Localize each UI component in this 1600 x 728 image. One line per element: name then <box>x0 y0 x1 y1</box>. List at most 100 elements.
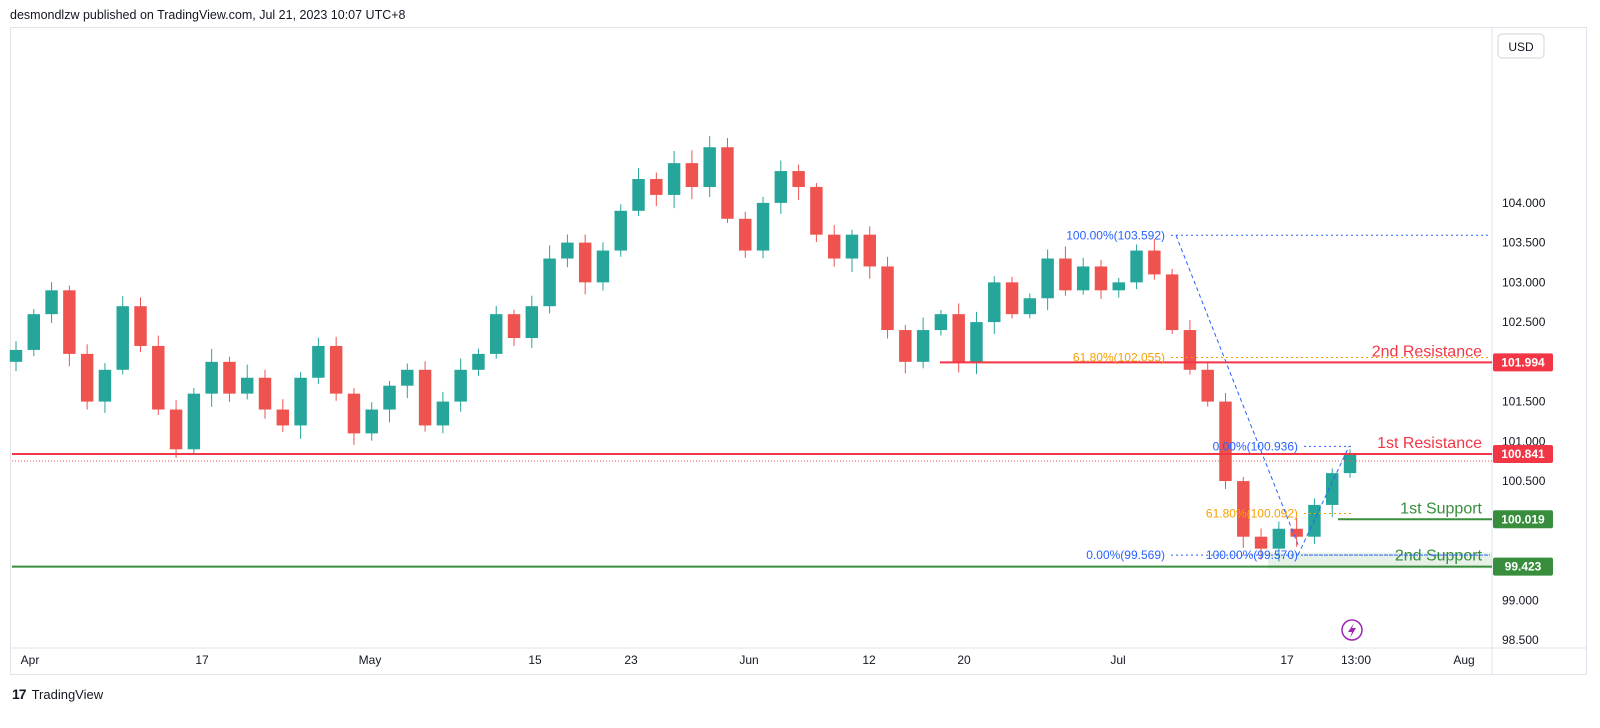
candle-body <box>934 314 948 331</box>
candle-body <box>241 377 254 394</box>
candle-body <box>1219 401 1232 482</box>
candle-body <box>810 186 823 235</box>
candle-body <box>614 210 627 251</box>
y-tick-label: 100.500 <box>1502 474 1546 488</box>
candle-body <box>276 409 290 426</box>
candle-body <box>881 266 894 331</box>
2nd-support-price-tag <box>1493 557 1553 576</box>
candle-body <box>1290 528 1303 537</box>
candle-body <box>383 385 396 410</box>
y-tick-label: 103.000 <box>1502 275 1546 289</box>
candle-body <box>667 163 681 195</box>
x-tick-label: 15 <box>528 653 542 667</box>
candle-body <box>827 234 841 259</box>
candle-body <box>685 163 699 187</box>
candle-body <box>45 290 58 315</box>
candle-body <box>1094 266 1108 291</box>
candle-body <box>952 314 965 362</box>
candle-body <box>134 306 147 346</box>
candle-body <box>1076 266 1090 291</box>
candle-body <box>845 234 859 259</box>
y-tick-label: 99.000 <box>1502 593 1539 607</box>
candle-body <box>365 409 378 434</box>
candle-body <box>63 290 76 354</box>
fib-trend-line <box>1175 235 1299 545</box>
fib-level-label: 100.00%(103.592) <box>1066 228 1165 242</box>
candle-body <box>899 330 912 362</box>
brand-label: TradingView <box>31 686 104 702</box>
candle-body <box>454 369 467 402</box>
y-tick-label: 104.000 <box>1502 196 1546 210</box>
candle-body <box>721 147 734 219</box>
candle-body <box>1041 258 1054 299</box>
candle-body <box>436 401 450 426</box>
fib-trend-line <box>1297 446 1350 556</box>
candle-body <box>703 147 716 187</box>
candle-body <box>80 353 94 402</box>
currency-button[interactable] <box>1497 33 1545 59</box>
candle-body <box>596 250 610 283</box>
2nd-resistance-price-tag <box>1493 353 1553 372</box>
x-tick-label: May <box>359 653 382 667</box>
candle-body <box>1059 258 1072 291</box>
x-tick-label: Apr <box>21 653 40 667</box>
candle-body <box>1148 250 1161 275</box>
candle-body <box>632 179 645 211</box>
x-tick-label: 12 <box>862 653 876 667</box>
fib-level-label: 100.00%(99.570) <box>1206 548 1298 562</box>
candle-body <box>578 242 592 283</box>
candle-body <box>1183 330 1197 370</box>
candle-body <box>169 409 183 450</box>
candle-body <box>1343 454 1357 474</box>
candle-body <box>970 322 983 362</box>
candle-body <box>507 314 521 338</box>
candle-body <box>205 361 218 394</box>
candle-body <box>756 202 770 251</box>
candle-body <box>1325 473 1339 505</box>
candle-body <box>223 361 236 394</box>
tradingview-logo-icon: 17 <box>12 686 27 702</box>
y-tick-label: 101.500 <box>1502 395 1546 409</box>
candle-body <box>863 234 876 267</box>
fib-level-label: 0.00%(99.569) <box>1086 548 1165 562</box>
candle-body <box>1237 481 1250 537</box>
candle-body <box>27 314 41 350</box>
x-tick-label: Jul <box>1110 653 1125 667</box>
y-tick-label: 103.500 <box>1502 236 1546 250</box>
x-tick-label: 13:00 <box>1341 653 1371 667</box>
1st-support-price-tag <box>1493 510 1553 529</box>
candle-body <box>1272 528 1286 549</box>
y-tick-label: 101.000 <box>1502 434 1546 448</box>
x-tick-label: Aug <box>1453 653 1474 667</box>
1st-resistance-price-tag <box>1493 444 1553 463</box>
candle-body <box>116 306 129 370</box>
candle-body <box>792 171 805 187</box>
candle-body <box>650 179 663 195</box>
x-tick-label: 17 <box>195 653 209 667</box>
candle-body <box>774 171 788 203</box>
candle-body <box>472 353 485 370</box>
candle-body <box>418 369 432 426</box>
candle-body <box>347 393 361 434</box>
candle-body <box>490 314 503 354</box>
candle-body <box>1112 282 1125 291</box>
candle-body <box>312 345 325 378</box>
tradingview-footer[interactable]: 17 TradingView <box>12 686 103 702</box>
x-tick-label: Jun <box>739 653 758 667</box>
support-zone <box>1268 552 1492 569</box>
candle-body <box>1005 282 1019 315</box>
2nd-resistance-price-label: 101.994 <box>1501 355 1545 369</box>
candle-body <box>9 349 23 362</box>
candle-body <box>329 345 343 394</box>
candle-body <box>1130 250 1143 283</box>
1st-support-label: 1st Support <box>1400 500 1482 517</box>
lightning-event-icon[interactable] <box>1341 619 1363 641</box>
candle-body <box>1023 298 1037 315</box>
fib-level-label: 61.80%(102.055) <box>1073 350 1165 364</box>
candle-body <box>258 377 272 410</box>
candle-body <box>1201 369 1214 402</box>
currency-button-label: USD <box>1508 40 1534 54</box>
candle-body <box>525 306 539 338</box>
candle-body <box>988 282 1001 323</box>
